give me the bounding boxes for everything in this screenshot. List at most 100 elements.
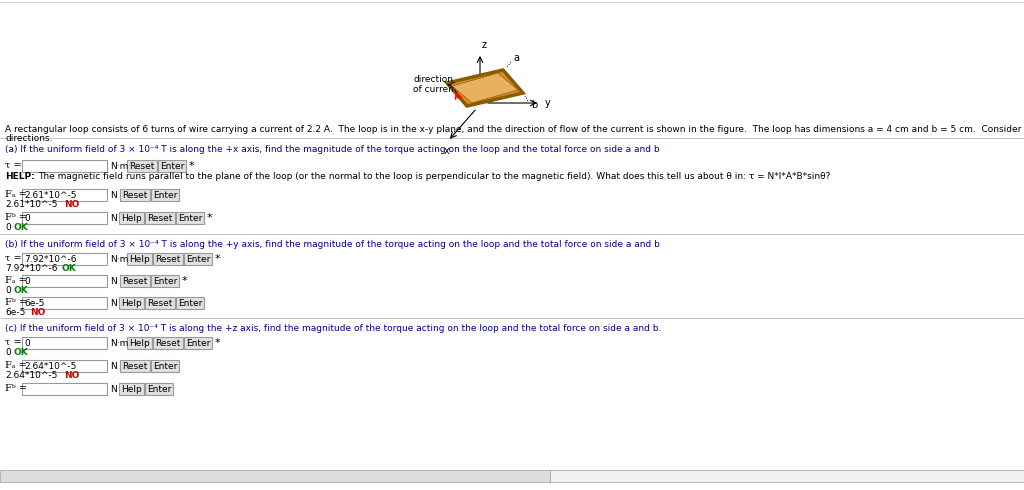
Polygon shape — [452, 73, 518, 103]
Text: The magnetic field runs parallel to the plane of the loop (or the normal to the : The magnetic field runs parallel to the … — [38, 172, 830, 181]
Text: Reset: Reset — [156, 254, 180, 264]
Text: Reset: Reset — [147, 214, 173, 222]
Text: of current: of current — [413, 84, 458, 94]
Polygon shape — [447, 70, 523, 106]
Text: Enter: Enter — [160, 162, 184, 171]
Text: Reset: Reset — [122, 191, 147, 199]
FancyBboxPatch shape — [127, 160, 157, 172]
Text: x: x — [444, 146, 450, 156]
FancyBboxPatch shape — [145, 212, 175, 224]
Text: τ =: τ = — [5, 253, 22, 263]
Text: Reset: Reset — [122, 362, 147, 370]
Text: Enter: Enter — [153, 276, 177, 286]
Text: *: * — [207, 213, 213, 223]
Text: directions.: directions. — [5, 134, 52, 143]
Bar — [550, 470, 1024, 482]
Text: Fₐ =: Fₐ = — [5, 361, 27, 369]
FancyBboxPatch shape — [119, 212, 144, 224]
FancyBboxPatch shape — [22, 160, 106, 172]
Text: Fᵇ =: Fᵇ = — [5, 297, 27, 307]
Text: Reset: Reset — [147, 298, 173, 308]
Text: Help: Help — [121, 214, 142, 222]
Text: *: * — [215, 338, 220, 348]
Text: Enter: Enter — [153, 362, 177, 370]
Text: 6e-5: 6e-5 — [5, 308, 26, 317]
Text: OK: OK — [13, 223, 28, 232]
Text: Enter: Enter — [185, 254, 210, 264]
Text: OK: OK — [13, 348, 28, 357]
FancyBboxPatch shape — [145, 297, 175, 309]
Text: Help: Help — [121, 298, 142, 308]
Text: Reset: Reset — [129, 162, 155, 171]
Text: NO: NO — [63, 200, 80, 209]
Text: 2.64*10^-5: 2.64*10^-5 — [24, 362, 77, 370]
FancyBboxPatch shape — [153, 253, 183, 265]
FancyBboxPatch shape — [176, 297, 204, 309]
FancyBboxPatch shape — [22, 253, 106, 265]
Text: 0: 0 — [24, 276, 30, 286]
FancyBboxPatch shape — [158, 160, 186, 172]
Text: Reset: Reset — [122, 276, 147, 286]
FancyBboxPatch shape — [22, 189, 106, 201]
Text: (a) If the uniform field of 3 × 10⁻⁴ T is along the +x axis, find the magnitude : (a) If the uniform field of 3 × 10⁻⁴ T i… — [5, 145, 659, 154]
FancyBboxPatch shape — [145, 383, 173, 395]
Text: 6e-5: 6e-5 — [24, 298, 44, 308]
FancyBboxPatch shape — [151, 189, 179, 201]
FancyBboxPatch shape — [176, 212, 204, 224]
FancyBboxPatch shape — [22, 212, 106, 224]
Text: N·m: N·m — [110, 162, 128, 171]
FancyBboxPatch shape — [22, 275, 106, 287]
Text: τ =: τ = — [5, 161, 22, 170]
Text: OK: OK — [13, 286, 28, 295]
Bar — [0, 470, 550, 482]
Text: N: N — [110, 214, 117, 222]
FancyBboxPatch shape — [22, 337, 106, 349]
Text: Help: Help — [121, 385, 142, 393]
Text: direction: direction — [413, 75, 453, 84]
Text: Reset: Reset — [156, 339, 180, 347]
Text: Enter: Enter — [146, 385, 171, 393]
Text: (c) If the uniform field of 3 × 10⁻⁴ T is along the +z axis, find the magnitude : (c) If the uniform field of 3 × 10⁻⁴ T i… — [5, 324, 662, 333]
FancyBboxPatch shape — [120, 360, 150, 372]
FancyBboxPatch shape — [184, 253, 212, 265]
Text: Help: Help — [129, 339, 150, 347]
Text: N·m: N·m — [110, 254, 128, 264]
FancyBboxPatch shape — [127, 253, 152, 265]
Text: Enter: Enter — [185, 339, 210, 347]
FancyBboxPatch shape — [153, 337, 183, 349]
Text: Help: Help — [129, 254, 150, 264]
FancyBboxPatch shape — [119, 383, 144, 395]
Text: Fᵇ =: Fᵇ = — [5, 384, 27, 392]
Text: 2.61*10^-5: 2.61*10^-5 — [5, 200, 57, 209]
Text: 0: 0 — [24, 339, 30, 347]
Text: 7.92*10^-6: 7.92*10^-6 — [24, 254, 77, 264]
FancyBboxPatch shape — [120, 275, 150, 287]
Text: 0: 0 — [5, 286, 10, 295]
FancyBboxPatch shape — [127, 337, 152, 349]
Text: OK: OK — [62, 264, 77, 273]
Text: NO: NO — [63, 371, 80, 380]
Text: 0: 0 — [5, 223, 10, 232]
Text: y: y — [545, 98, 551, 108]
Text: (b) If the uniform field of 3 × 10⁻⁴ T is along the +y axis, find the magnitude : (b) If the uniform field of 3 × 10⁻⁴ T i… — [5, 240, 659, 249]
FancyBboxPatch shape — [22, 297, 106, 309]
FancyBboxPatch shape — [119, 297, 144, 309]
Text: N: N — [110, 385, 117, 393]
Text: *: * — [189, 161, 195, 171]
Text: τ =: τ = — [5, 338, 22, 346]
Text: N: N — [110, 298, 117, 308]
Text: A rectangular loop consists of 6 turns of wire carrying a current of 2.2 A.  The: A rectangular loop consists of 6 turns o… — [5, 125, 1024, 134]
Text: Enter: Enter — [153, 191, 177, 199]
Text: N: N — [110, 276, 117, 286]
Text: Enter: Enter — [178, 298, 202, 308]
Text: N: N — [110, 191, 117, 199]
Text: *: * — [215, 254, 220, 264]
Text: *: * — [182, 276, 187, 286]
Text: 2.64*10^-5: 2.64*10^-5 — [5, 371, 57, 380]
Text: N: N — [110, 362, 117, 370]
Text: Fₐ =: Fₐ = — [5, 190, 27, 198]
FancyBboxPatch shape — [151, 360, 179, 372]
Text: a: a — [513, 53, 519, 63]
FancyBboxPatch shape — [22, 360, 106, 372]
FancyBboxPatch shape — [184, 337, 212, 349]
